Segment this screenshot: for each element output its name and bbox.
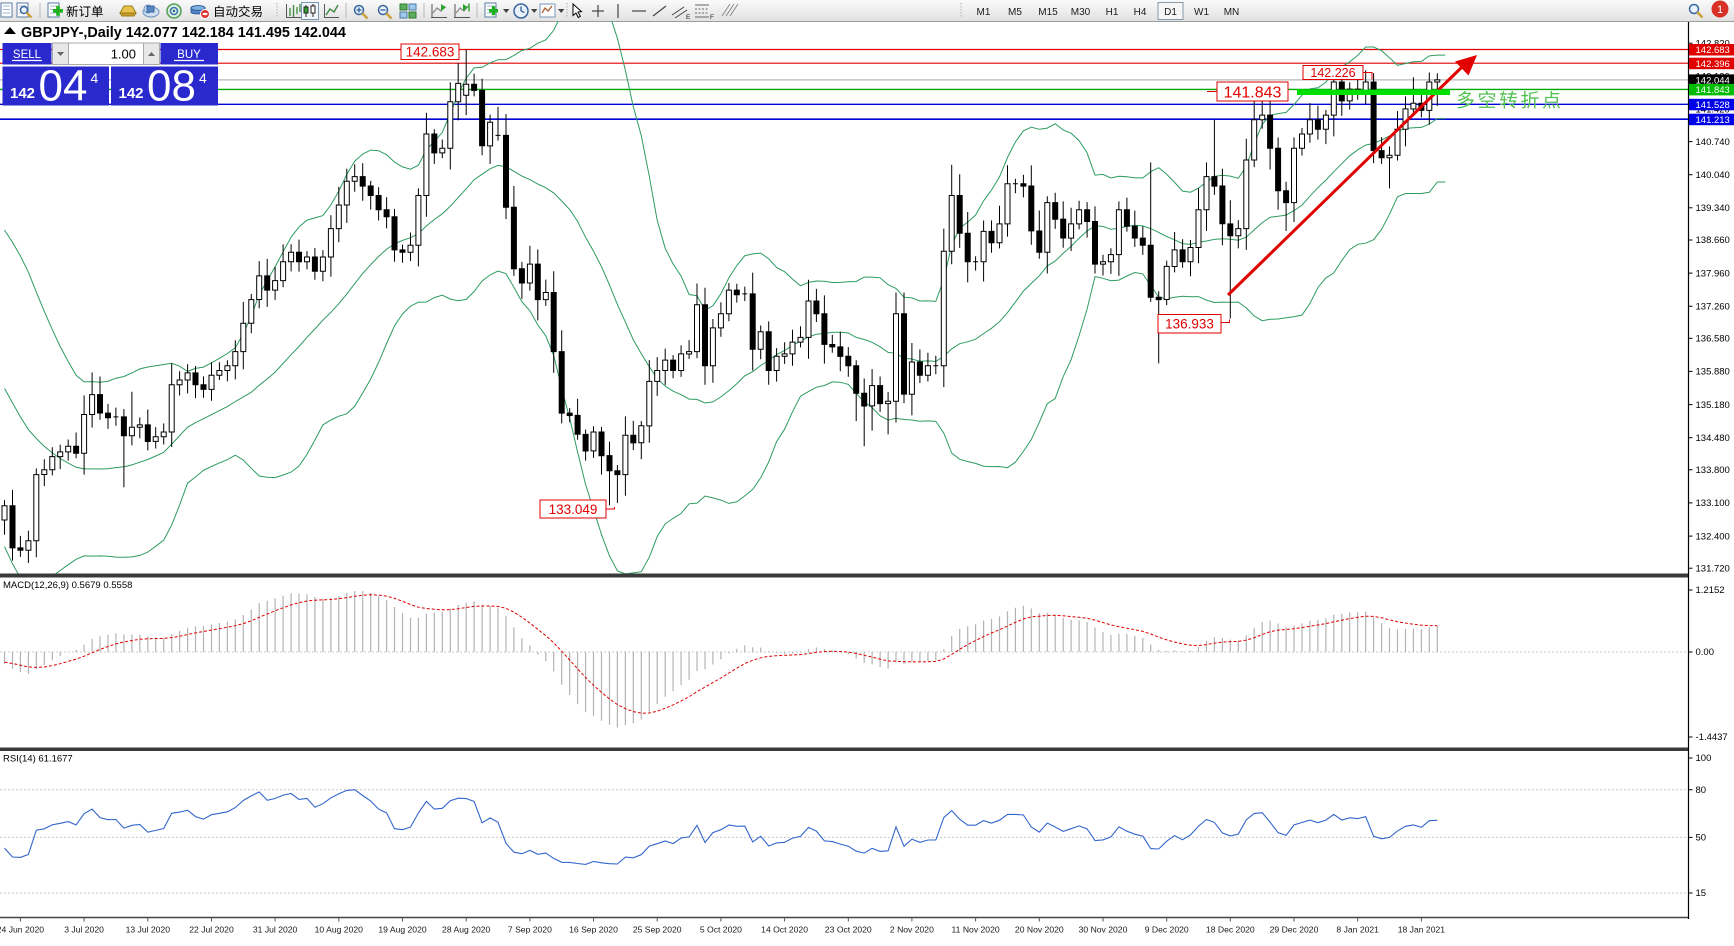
svg-text:140.740: 140.740: [1696, 137, 1730, 148]
svg-text:7 Sep 2020: 7 Sep 2020: [508, 925, 552, 935]
svg-text:29 Dec 2020: 29 Dec 2020: [1270, 925, 1319, 935]
svg-text:142.226: 142.226: [1310, 66, 1355, 80]
svg-text:5 Oct 2020: 5 Oct 2020: [700, 925, 742, 935]
svg-text:50: 50: [1696, 833, 1707, 844]
svg-text:BUY: BUY: [177, 49, 201, 61]
svg-text:GBPJPY-,Daily 142.077 142.184: GBPJPY-,Daily 142.077 142.184 141.495 14…: [21, 25, 346, 41]
svg-text:8 Jan 2021: 8 Jan 2021: [1336, 925, 1379, 935]
svg-text:4: 4: [91, 70, 99, 86]
svg-text:142: 142: [10, 85, 35, 102]
svg-text:19 Aug 2020: 19 Aug 2020: [378, 925, 426, 935]
svg-text:1.00: 1.00: [111, 47, 136, 62]
svg-text:142.683: 142.683: [406, 45, 455, 60]
svg-text:22 Jul 2020: 22 Jul 2020: [189, 925, 234, 935]
svg-text:141.528: 141.528: [1696, 100, 1730, 111]
svg-text:15: 15: [1696, 888, 1707, 899]
svg-text:MACD(12,26,9) 0.5679 0.5558: MACD(12,26,9) 0.5679 0.5558: [3, 580, 132, 591]
svg-text:F: F: [710, 14, 714, 21]
svg-text:141.213: 141.213: [1696, 115, 1730, 126]
svg-text:18 Dec 2020: 18 Dec 2020: [1206, 925, 1255, 935]
svg-text:31 Jul 2020: 31 Jul 2020: [253, 925, 298, 935]
svg-text:MN: MN: [1224, 7, 1240, 18]
svg-text:139.340: 139.340: [1696, 203, 1730, 214]
svg-text:-1.4437: -1.4437: [1696, 732, 1728, 743]
svg-text:W1: W1: [1194, 7, 1209, 18]
svg-text:14 Oct 2020: 14 Oct 2020: [761, 925, 808, 935]
svg-text:08: 08: [147, 62, 196, 111]
svg-text:3 Jul 2020: 3 Jul 2020: [64, 925, 104, 935]
svg-text:140.040: 140.040: [1696, 170, 1730, 181]
svg-text:28 Aug 2020: 28 Aug 2020: [442, 925, 490, 935]
svg-text:142.396: 142.396: [1696, 59, 1730, 70]
svg-text:1.2152: 1.2152: [1696, 585, 1725, 596]
svg-text:133.800: 133.800: [1696, 465, 1730, 476]
svg-text:10 Aug 2020: 10 Aug 2020: [315, 925, 363, 935]
svg-text:133.100: 133.100: [1696, 498, 1730, 509]
svg-text:18 Jan 2021: 18 Jan 2021: [1398, 925, 1446, 935]
svg-text:25 Sep 2020: 25 Sep 2020: [633, 925, 682, 935]
svg-text:M5: M5: [1008, 7, 1022, 18]
svg-text:M30: M30: [1071, 7, 1091, 18]
svg-text:0.00: 0.00: [1696, 647, 1715, 658]
svg-text:E: E: [686, 14, 691, 21]
svg-text:132.400: 132.400: [1696, 531, 1730, 542]
svg-text:RSI(14) 61.1677: RSI(14) 61.1677: [3, 754, 73, 765]
svg-text:137.260: 137.260: [1696, 301, 1730, 312]
svg-text:20 Nov 2020: 20 Nov 2020: [1015, 925, 1064, 935]
svg-text:16 Sep 2020: 16 Sep 2020: [569, 925, 618, 935]
svg-text:137.960: 137.960: [1696, 268, 1730, 279]
svg-text:24 Jun 2020: 24 Jun 2020: [0, 925, 44, 935]
svg-text:04: 04: [39, 62, 88, 111]
svg-text:2 Nov 2020: 2 Nov 2020: [890, 925, 934, 935]
svg-text:135.180: 135.180: [1696, 400, 1730, 411]
svg-text:141.843: 141.843: [1224, 84, 1282, 101]
svg-text:134.480: 134.480: [1696, 433, 1730, 444]
svg-text:138.660: 138.660: [1696, 235, 1730, 246]
svg-text:100: 100: [1696, 753, 1712, 764]
svg-text:133.049: 133.049: [549, 502, 598, 517]
svg-text:SELL: SELL: [13, 49, 42, 61]
svg-text:13 Jul 2020: 13 Jul 2020: [126, 925, 171, 935]
svg-text:141.843: 141.843: [1696, 85, 1730, 96]
svg-text:80: 80: [1696, 785, 1707, 796]
svg-text:131.720: 131.720: [1696, 563, 1730, 574]
svg-text:M15: M15: [1038, 7, 1058, 18]
svg-text:142.683: 142.683: [1696, 45, 1730, 56]
svg-text:11 Nov 2020: 11 Nov 2020: [952, 925, 1000, 935]
svg-text:142.044: 142.044: [1696, 76, 1730, 87]
svg-text:H1: H1: [1106, 7, 1119, 18]
svg-text:136.933: 136.933: [1165, 317, 1214, 332]
svg-text:4: 4: [199, 70, 207, 86]
svg-text:M1: M1: [977, 7, 991, 18]
svg-text:H4: H4: [1134, 7, 1147, 18]
svg-text:23 Oct 2020: 23 Oct 2020: [825, 925, 872, 935]
svg-text:1: 1: [1717, 4, 1723, 16]
svg-text:142: 142: [119, 85, 144, 102]
svg-text:9 Dec 2020: 9 Dec 2020: [1145, 925, 1189, 935]
svg-text:142.820: 142.820: [1696, 38, 1730, 49]
svg-text:135.880: 135.880: [1696, 367, 1730, 378]
svg-text:D1: D1: [1164, 7, 1177, 18]
svg-text:30 Nov 2020: 30 Nov 2020: [1079, 925, 1128, 935]
svg-text:136.580: 136.580: [1696, 334, 1730, 345]
